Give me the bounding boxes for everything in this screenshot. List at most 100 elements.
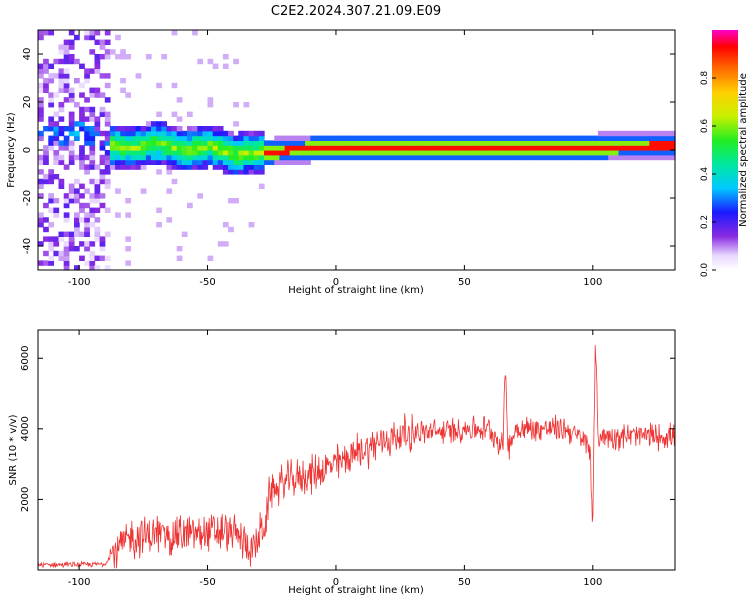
spectrogram-cell xyxy=(68,54,75,60)
spectrogram-cell xyxy=(63,58,70,65)
spectrogram-cell xyxy=(228,154,234,161)
spectrogram-cell xyxy=(104,140,111,146)
spectrogram-cell xyxy=(669,140,676,146)
spectrogram-cell xyxy=(428,145,435,151)
colorbar-ticks: 0.0 0.2 0.4 0.6 0.8 xyxy=(700,71,716,277)
spectrogram-cell xyxy=(125,126,132,132)
spectrogram-cell xyxy=(572,140,579,146)
spectrogram-cell xyxy=(192,130,198,137)
colorbar: 0.0 0.2 0.4 0.6 0.8 Normalized spectral ampl… xyxy=(700,30,749,277)
spectrogram-cell xyxy=(38,178,44,185)
spectrogram-cell xyxy=(341,150,347,156)
spectrogram-cell xyxy=(551,135,558,141)
spectrogram-cell xyxy=(135,164,142,170)
spectrogram-cell xyxy=(413,150,419,156)
spectrogram-cell xyxy=(243,150,250,156)
spectrogram-cell xyxy=(587,150,594,156)
spectrogram-cell xyxy=(104,265,111,271)
spectrogram-cell xyxy=(109,126,116,132)
spectrogram-cell xyxy=(269,145,275,151)
spectrogram-cell xyxy=(104,164,111,170)
spectrogram-cell xyxy=(536,135,543,141)
spectrogram-cell xyxy=(115,150,121,156)
spectrogram-cell xyxy=(520,135,527,141)
spectrogram-cell xyxy=(130,130,137,137)
spectrogram-cell xyxy=(233,150,239,156)
spectrogram-cell xyxy=(53,126,60,132)
spectrogram-cell xyxy=(207,150,214,156)
spectrogram-cell xyxy=(43,250,49,257)
spectrogram-cell xyxy=(99,111,106,117)
spectrogram-cell xyxy=(289,140,296,146)
spectrogram-cell xyxy=(320,154,327,161)
spectrogram-cell xyxy=(289,150,296,156)
spectrogram-cell xyxy=(74,178,80,185)
spectrogram-cell xyxy=(582,145,589,151)
spectrogram-cell xyxy=(633,135,640,141)
spectrogram-cell xyxy=(89,159,96,165)
spectrogram-cell xyxy=(104,111,111,117)
spectrogram-cell xyxy=(202,159,209,165)
spectrogram-cell xyxy=(120,135,126,141)
spectrogram-cell xyxy=(248,145,255,151)
spectrogram-cell xyxy=(228,169,234,175)
spectrogram-cell xyxy=(356,154,363,161)
spectrogram-cell xyxy=(217,159,224,165)
spectrogram-cell xyxy=(207,102,214,108)
spectrogram-cell xyxy=(53,121,60,127)
spectrogram-cell xyxy=(253,169,260,175)
spectrogram-cell xyxy=(94,130,101,137)
spectrogram-x-ticks: -100 -50 0 50 100 xyxy=(68,30,602,288)
spectrogram-cell xyxy=(89,49,96,55)
spectrogram-cell xyxy=(659,135,666,141)
spectrogram-cell xyxy=(392,135,399,141)
spectrogram-cell xyxy=(43,226,49,233)
spectrogram-cell xyxy=(474,150,481,156)
spectrogram-cell xyxy=(63,246,70,252)
spectrogram-cell xyxy=(258,169,265,175)
spectrogram-cell xyxy=(202,150,209,156)
spectrogram-cell xyxy=(392,150,399,156)
spectrogram-cell xyxy=(428,135,435,141)
spectrogram-cell xyxy=(68,87,75,93)
spectrogram-cell xyxy=(526,145,532,151)
spectrogram-cell xyxy=(243,130,250,137)
spectrogram-cell xyxy=(469,150,476,156)
spectrogram-cell xyxy=(628,140,635,146)
spectrogram-cell xyxy=(38,63,44,69)
spectrogram-cell xyxy=(166,135,173,141)
spectrogram-cell xyxy=(140,188,147,194)
spectrogram-cell xyxy=(392,145,399,151)
spectrogram-cell xyxy=(510,135,517,141)
spectrogram-cell xyxy=(187,145,193,151)
spectrogram-cell xyxy=(495,135,501,141)
spectrogram-cell xyxy=(479,150,486,156)
spectrogram-cell xyxy=(181,231,188,237)
spectrogram-cell xyxy=(546,154,553,161)
spectrogram-cell xyxy=(397,150,404,156)
spectrogram-cell xyxy=(115,154,121,161)
spectrogram-cell xyxy=(43,159,49,165)
spectrogram-cell xyxy=(325,145,332,151)
spectrogram-cell xyxy=(351,150,358,156)
spectrogram-cell xyxy=(187,154,193,161)
spectrogram-cell xyxy=(264,150,270,156)
spectrogram-cell xyxy=(567,154,573,161)
spectrogram-cell xyxy=(556,154,563,161)
spectrogram-cell xyxy=(109,130,116,137)
spectrogram-cell xyxy=(145,150,152,156)
spectrogram-cell xyxy=(94,164,101,170)
spectrogram-cell xyxy=(217,126,224,132)
spectrogram-cell xyxy=(63,255,70,261)
spectrogram-cell xyxy=(99,193,106,199)
spectrogram-cell xyxy=(84,78,90,84)
spectrogram-cell xyxy=(99,255,106,261)
spectrogram-cell xyxy=(238,164,245,170)
spectrogram-cell xyxy=(423,145,430,151)
spectrogram-cell xyxy=(217,145,224,151)
spectrogram-cell xyxy=(99,140,106,146)
spectrogram-cell xyxy=(104,154,111,161)
spectrogram-cell xyxy=(151,154,157,161)
spectrogram-cell xyxy=(176,246,183,252)
spectrogram-cell xyxy=(79,111,85,117)
